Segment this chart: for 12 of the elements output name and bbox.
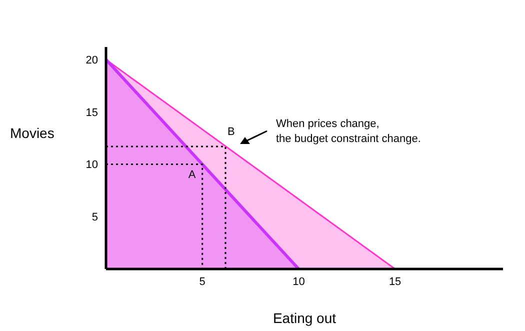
x-axis-title: Eating out [272, 310, 336, 326]
annotation: B [227, 126, 235, 138]
y-axis-title: Movies [10, 125, 54, 141]
x-tick-label: 5 [199, 276, 206, 288]
annotation: A [188, 169, 196, 182]
x-tick-label: 15 [388, 276, 402, 288]
y-tick-label: 15 [86, 106, 98, 119]
y-tick-label: 5 [92, 212, 98, 224]
y-tick-label: 20 [86, 54, 98, 66]
x-tick-label: 10 [292, 276, 305, 288]
y-tick-label: 10 [86, 159, 98, 172]
annotation: When prices change, the budget constraint change. [276, 117, 421, 147]
